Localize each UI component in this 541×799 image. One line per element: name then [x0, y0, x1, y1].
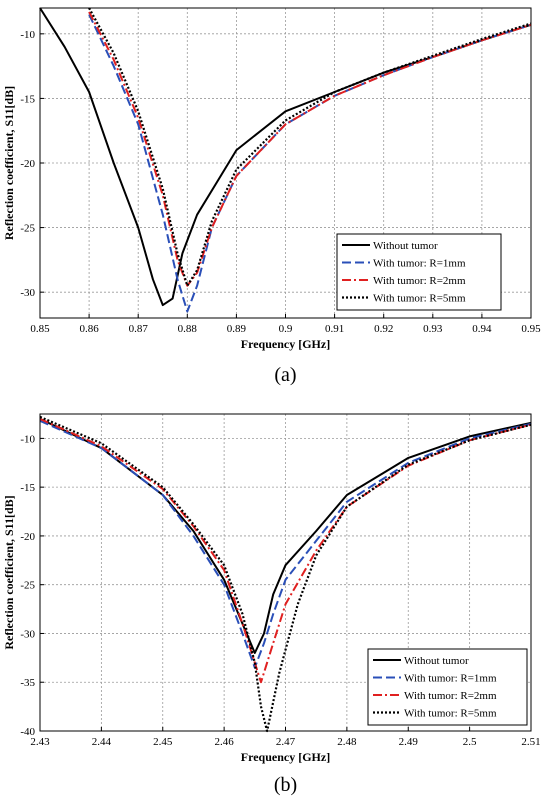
- x-tick-label: 0.94: [472, 323, 492, 335]
- legend-label: With tumor: R=2mm: [373, 275, 466, 287]
- x-axis-title: Frequency [GHz]: [241, 750, 330, 764]
- x-tick-label: 2.48: [337, 736, 357, 748]
- legend-label: Without tumor: [373, 240, 438, 252]
- x-tick-label: 2.46: [215, 736, 235, 748]
- y-tick-label: -20: [20, 531, 35, 543]
- x-tick-label: 2.47: [276, 736, 296, 748]
- x-tick-label: 2.5: [463, 736, 477, 748]
- x-tick-label: 0.86: [79, 323, 99, 335]
- x-tick-label: 0.92: [374, 323, 393, 335]
- y-tick-label: -15: [20, 482, 35, 494]
- y-tick-label: -10: [20, 29, 35, 41]
- x-tick-label: 2.44: [92, 736, 112, 748]
- x-tick-label: 2.51: [521, 736, 540, 748]
- series-group: [39, 415, 532, 733]
- legend-label: With tumor: R=5mm: [404, 708, 497, 720]
- legend: Without tumor With tumor: R=1mm With tumor…: [336, 233, 502, 311]
- y-axis-title: Reflection coefficient, S11[dB]: [2, 495, 16, 649]
- series-line-2: [88, 14, 532, 313]
- y-tick-label: -30: [20, 287, 35, 299]
- x-tick-label: 0.93: [423, 323, 443, 335]
- y-tick-label: -25: [20, 580, 35, 592]
- x-tick-label: 2.43: [30, 736, 50, 748]
- y-tick-label: -15: [20, 93, 35, 105]
- legend-box: [336, 233, 502, 311]
- series-line-4: [88, 7, 532, 287]
- y-tick-label: -20: [20, 158, 35, 170]
- figure-caption: (a): [274, 364, 296, 386]
- legend-label: With tumor: R=1mm: [404, 673, 497, 685]
- x-tick-label: 2.45: [153, 736, 173, 748]
- y-tick-label: -35: [20, 677, 35, 689]
- series-line-3: [88, 11, 532, 287]
- tick-labels: 2.43 2.44 2.45 2.46 2.47 2.48 2.49 2.5 2.51 -40 -3…: [20, 433, 540, 748]
- legend-label: With tumor: R=2mm: [404, 690, 497, 702]
- x-tick-label: 0.89: [227, 323, 247, 335]
- y-tick-label: -25: [20, 223, 35, 235]
- chart-b-svg: 2.43 2.44 2.45 2.46 2.47 2.48 2.49 2.5 2.51 -40 -3…: [2, 413, 541, 796]
- series-line-3: [39, 417, 532, 684]
- y-tick-label: -30: [20, 628, 35, 640]
- legend-label: With tumor: R=5mm: [373, 293, 466, 305]
- x-tick-label: 0.88: [178, 323, 198, 335]
- y-axis-title: Reflection coefficient, S11[dB]: [2, 86, 16, 240]
- chart-panel-a: 0.85 0.86 0.87 0.88 0.89 0.9 0.91 0.92 0.93 0.94 0…: [2, 7, 541, 386]
- x-tick-label: 0.85: [30, 323, 50, 335]
- x-tick-label: 0.91: [325, 323, 344, 335]
- x-tick-label: 0.95: [521, 323, 541, 335]
- series-line-2: [39, 419, 532, 669]
- series-line-4: [39, 415, 532, 733]
- y-tick-label: -40: [20, 726, 35, 738]
- legend-label: With tumor: R=1mm: [373, 258, 466, 270]
- x-axis-title: Frequency [GHz]: [241, 337, 330, 351]
- chart-panel-b: 2.43 2.44 2.45 2.46 2.47 2.48 2.49 2.5 2.51 -40 -3…: [0, 400, 541, 799]
- legend: Without tumor With tumor: R=1mm With tumor…: [367, 648, 528, 726]
- legend-label: Without tumor: [404, 655, 469, 667]
- x-tick-label: 0.87: [129, 323, 149, 335]
- x-tick-label: 2.49: [399, 736, 419, 748]
- series-line-1: [39, 7, 532, 307]
- x-tick-label: 0.9: [279, 323, 293, 335]
- y-tick-label: -10: [20, 433, 35, 445]
- series-group: [39, 7, 532, 313]
- chart-a-svg: 0.85 0.86 0.87 0.88 0.89 0.9 0.91 0.92 0.93 0.94 0…: [2, 7, 541, 386]
- tick-labels: 0.85 0.86 0.87 0.88 0.89 0.9 0.91 0.92 0.93 0.94 0…: [20, 29, 541, 335]
- figure-caption: (b): [274, 774, 297, 796]
